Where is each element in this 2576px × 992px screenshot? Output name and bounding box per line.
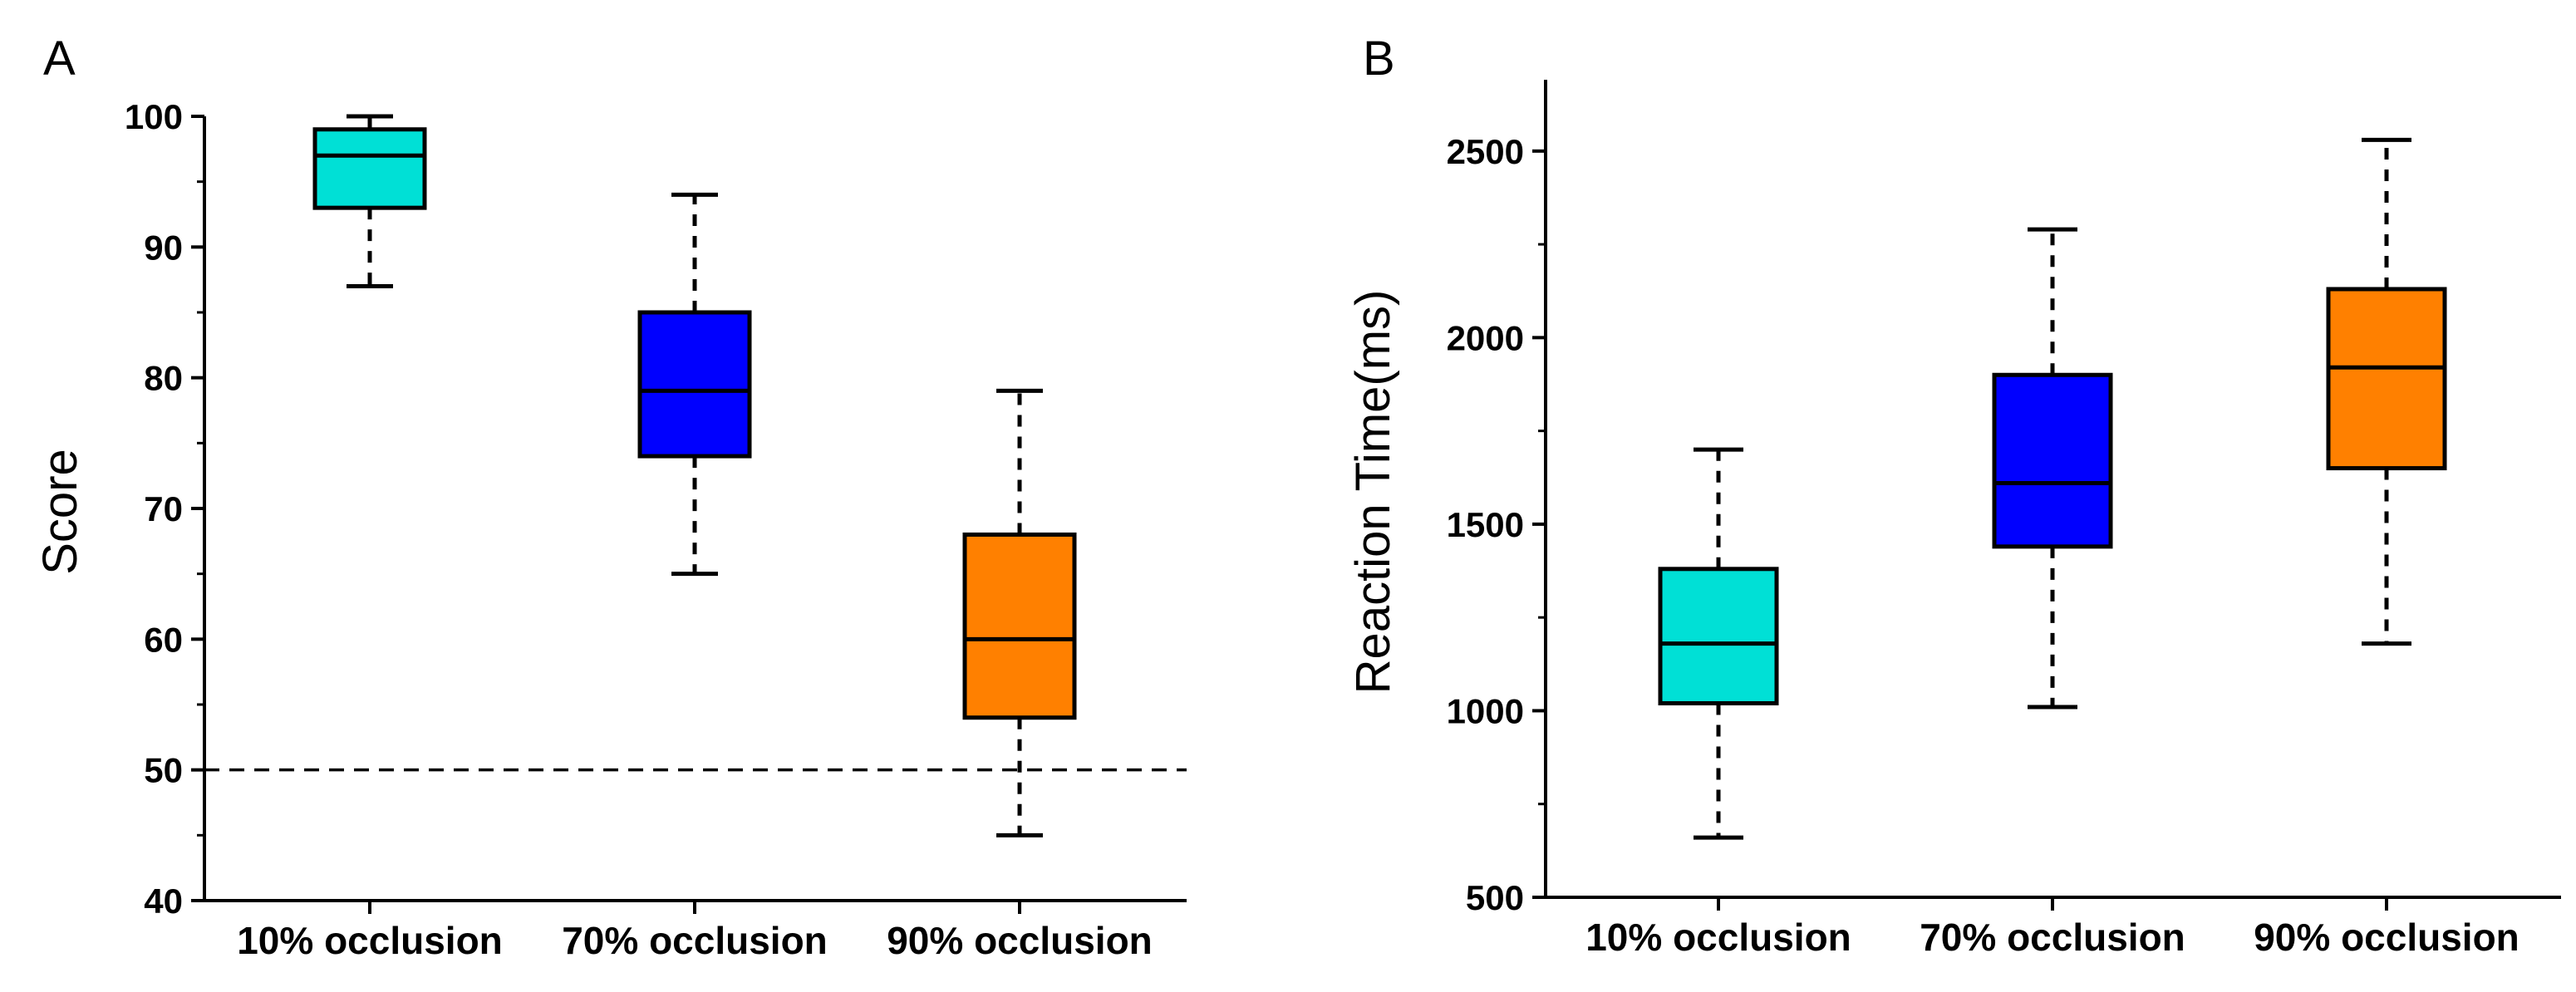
box-10pct-occlusion: [1658, 447, 1779, 840]
x-tick-label-10pct-occlusion: 10% occlusion: [1585, 916, 1851, 959]
y-tick-label: 1500: [1447, 505, 1524, 544]
x-tick-label-90pct-occlusion: 90% occlusion: [2254, 916, 2519, 959]
y-tick-label: 80: [144, 359, 183, 398]
panel-b-x-ticks: 10% occlusion 70% occlusion 90% occlusion: [1585, 897, 2519, 959]
y-tick-label: 90: [144, 228, 183, 267]
y-tick-label: 70: [144, 489, 183, 528]
panel-a-x-ticks: 10% occlusion 70% occlusion 90% occlusion: [237, 901, 1153, 962]
box-70pct-occlusion: [637, 192, 752, 577]
iqr-box: [637, 310, 752, 459]
x-tick-label-10pct-occlusion: 10% occlusion: [237, 919, 503, 962]
y-tick-label: 2500: [1447, 132, 1524, 171]
x-tick-label-70pct-occlusion: 70% occlusion: [1920, 916, 2185, 959]
panel-a-y-axis-title: Score: [33, 449, 87, 575]
y-tick-label: 500: [1466, 878, 1524, 917]
y-tick-label: 1000: [1447, 691, 1524, 730]
y-tick-label: 40: [144, 882, 183, 921]
panel-b-y-ticks: 500 1000 1500 2000 2500: [1447, 132, 1546, 917]
iqr-box: [1658, 567, 1779, 705]
panel-a-score-chart: A Score 40 50 60 70 80 90 100 10% occlusion 70%…: [33, 32, 1187, 962]
iqr-box: [1992, 372, 2113, 549]
panel-a-y-ticks: 40 50 60 70 80 90 100: [125, 97, 204, 921]
box-90pct-occlusion: [962, 388, 1077, 837]
x-tick-label-90pct-occlusion: 90% occlusion: [887, 919, 1153, 962]
y-tick-label: 100: [125, 97, 183, 136]
y-tick-label: 50: [144, 751, 183, 790]
panel-a-boxes: [312, 114, 1077, 837]
iqr-box: [962, 532, 1077, 720]
panel-a-letter: A: [43, 32, 76, 86]
panel-b-letter: B: [1363, 32, 1395, 86]
panel-b-boxes: [1658, 137, 2447, 840]
y-tick-label: 2000: [1447, 318, 1524, 357]
box-10pct-occlusion: [312, 114, 427, 289]
box-70pct-occlusion: [1992, 227, 2113, 710]
iqr-box: [2326, 287, 2447, 471]
panel-b-reaction-time-chart: B Reaction Time(ms) 5001000150020002500 …: [1346, 32, 2561, 959]
y-tick-label: 60: [144, 620, 183, 659]
x-tick-label-70pct-occlusion: 70% occlusion: [562, 919, 828, 962]
iqr-box: [312, 127, 427, 210]
box-90pct-occlusion: [2326, 137, 2447, 646]
panel-b-y-axis-title: Reaction Time(ms): [1346, 290, 1400, 695]
